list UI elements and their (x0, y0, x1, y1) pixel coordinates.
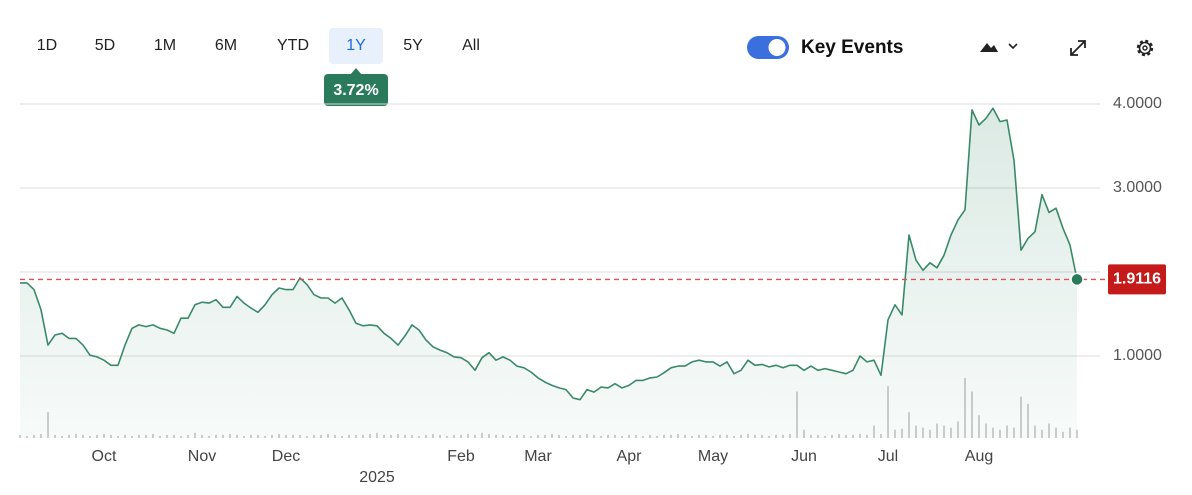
price-line (20, 107, 1078, 401)
y-tick-label: 1.0000 (1113, 347, 1162, 364)
last-point (1070, 272, 1084, 287)
x-year-label: 2025 (359, 469, 395, 486)
x-tick-label: Aug (965, 448, 993, 465)
x-tick-label: Dec (272, 448, 300, 465)
range-button[interactable]: 1Y (346, 37, 366, 54)
tooltip-pointer (350, 68, 362, 75)
range-button[interactable]: 1D (37, 37, 57, 54)
gear-hole[interactable] (1142, 45, 1148, 51)
expand-icon[interactable] (1070, 40, 1086, 56)
x-tick-label: Nov (188, 448, 216, 465)
range-button-bg[interactable] (329, 28, 383, 64)
change-label: 3.72% (333, 82, 378, 99)
change-badge (324, 74, 388, 106)
toggle-knob[interactable] (768, 39, 786, 56)
range-button[interactable]: 1M (154, 37, 176, 54)
range-button[interactable]: 5Y (403, 37, 423, 54)
price-label: 1.9116 (1113, 271, 1161, 288)
chart-type-icon[interactable] (980, 43, 998, 52)
range-button[interactable]: 5D (95, 37, 115, 54)
range-button[interactable]: YTD (277, 37, 309, 54)
x-tick-label: Jun (791, 448, 817, 465)
x-tick-label: Mar (524, 448, 552, 465)
chart-type-chevron[interactable] (1008, 43, 1018, 50)
x-tick-label: Jul (878, 448, 898, 465)
gear-teeth[interactable] (1136, 39, 1154, 57)
gear-body[interactable] (1138, 41, 1152, 55)
range-button[interactable]: All (462, 37, 480, 54)
price-badge (1108, 264, 1166, 295)
range-button[interactable]: 6M (215, 37, 237, 54)
x-tick-label: Apr (617, 448, 643, 465)
area (20, 108, 1077, 438)
x-tick-label: May (698, 448, 728, 465)
x-tick-label: Feb (447, 448, 475, 465)
settings-icon[interactable] (1136, 39, 1154, 57)
toggle-label[interactable]: Key Events (801, 37, 903, 58)
x-tick-label: Oct (92, 448, 117, 465)
y-tick-label: 3.0000 (1113, 179, 1162, 196)
y-tick-label: 4.0000 (1113, 95, 1162, 112)
